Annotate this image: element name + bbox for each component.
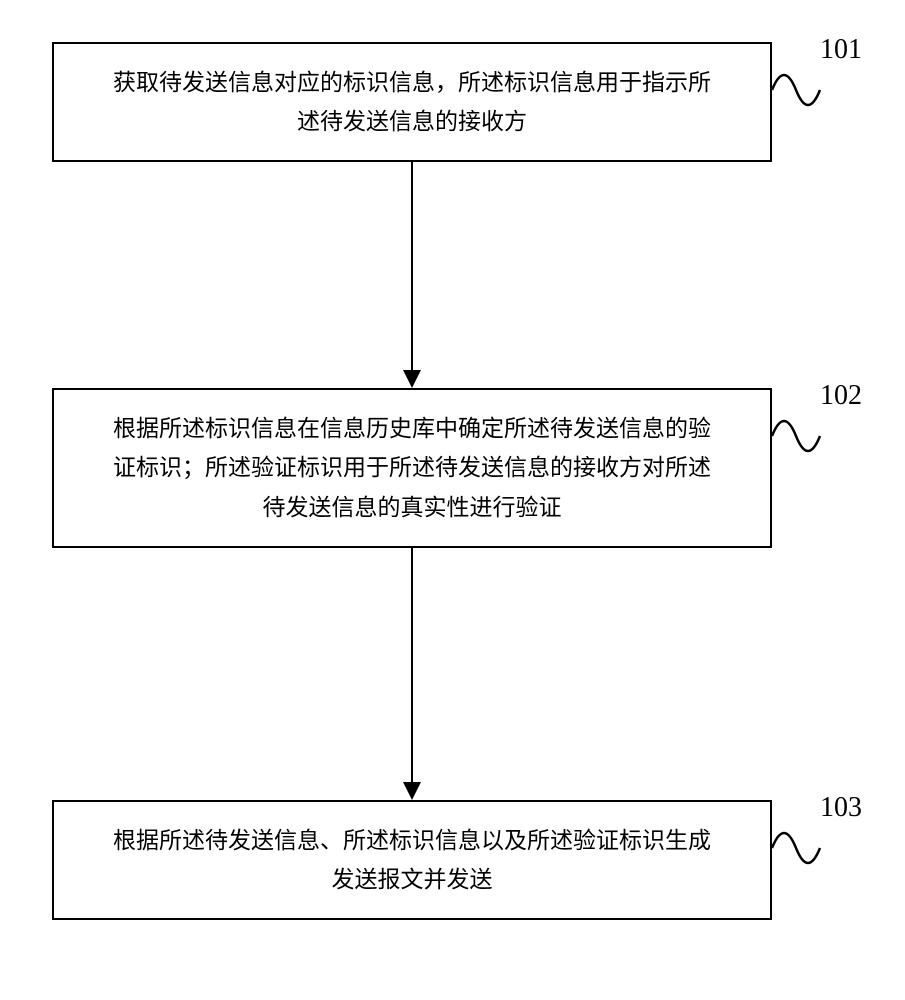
flowchart-node-101: 获取待发送信息对应的标识信息，所述标识信息用于指示所 述待发送信息的接收方 [52,42,772,162]
step-label-102: 102 [820,380,862,412]
node-103-line2: 发送报文并发送 [332,867,493,892]
flowchart-node-103: 根据所述待发送信息、所述标识信息以及所述验证标识生成 发送报文并发送 [52,800,772,920]
arrow-102-to-103 [411,548,413,782]
arrow-head-101-to-102 [403,370,421,388]
node-103-text: 根据所述待发送信息、所述标识信息以及所述验证标识生成 发送报文并发送 [113,821,711,899]
node-101-line1: 获取待发送信息对应的标识信息，所述标识信息用于指示所 [113,70,711,95]
node-103-line1: 根据所述待发送信息、所述标识信息以及所述验证标识生成 [113,828,711,853]
arrow-101-to-102 [411,162,413,370]
node-101-line2: 述待发送信息的接收方 [297,109,527,134]
node-102-line3: 待发送信息的真实性进行验证 [263,495,562,520]
node-102-line2: 证标识；所述验证标识用于所述待发送信息的接收方对所述 [113,455,711,480]
flowchart-node-102: 根据所述标识信息在信息历史库中确定所述待发送信息的验 证标识；所述验证标识用于所… [52,388,772,548]
node-102-line1: 根据所述标识信息在信息历史库中确定所述待发送信息的验 [113,416,711,441]
step-label-101: 101 [820,34,862,66]
step-label-103: 103 [820,792,862,824]
arrow-head-102-to-103 [403,782,421,800]
node-101-text: 获取待发送信息对应的标识信息，所述标识信息用于指示所 述待发送信息的接收方 [113,63,711,141]
wavy-connector-103 [772,808,822,868]
node-102-text: 根据所述标识信息在信息历史库中确定所述待发送信息的验 证标识；所述验证标识用于所… [113,409,711,526]
wavy-connector-101 [772,50,822,110]
wavy-connector-102 [772,396,822,456]
